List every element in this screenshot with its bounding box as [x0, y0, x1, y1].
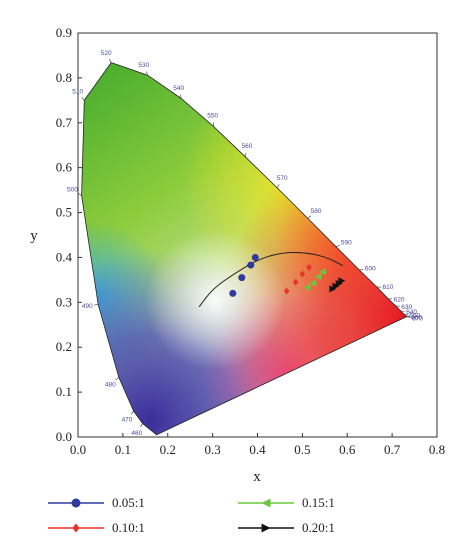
wavelength-tick — [245, 152, 247, 157]
legend-marker-circle — [71, 498, 81, 508]
data-point-diamond — [283, 287, 290, 295]
x-axis-ticks: 0.0 0.1 0.2 0.3 0.4 0.5 0.6 0.7 0.8 — [70, 433, 445, 457]
x-tick-label: 0.2 — [160, 442, 176, 457]
wavelength-label: 610 — [382, 284, 393, 291]
wavelength-tick — [109, 58, 112, 63]
wavelength-label: 570 — [277, 175, 288, 182]
wavelength-tick — [359, 269, 364, 271]
wavelength-tick — [400, 310, 405, 312]
wavelength-tick — [145, 71, 148, 76]
x-tick-label: 0.0 — [70, 442, 86, 457]
wavelength-tick — [405, 315, 410, 317]
y-axis-title: y — [30, 228, 38, 244]
wavelength-label: 670 — [412, 315, 423, 322]
wavelength-label: 460 — [131, 430, 142, 437]
wavelength-tick — [140, 423, 143, 428]
wavelength-tick — [81, 96, 85, 101]
y-tick-label: 0.0 — [56, 429, 72, 444]
x-tick-label: 0.7 — [384, 442, 401, 457]
data-point-circle — [238, 274, 246, 282]
wavelength-label: 620 — [394, 296, 405, 303]
y-tick-label: 0.5 — [56, 205, 72, 220]
wavelength-label: 560 — [242, 143, 253, 150]
x-tick-label: 0.6 — [339, 442, 356, 457]
data-point-triangle-left — [309, 279, 317, 287]
spectral-locus-outline — [81, 62, 408, 436]
wavelength-label: 600 — [365, 266, 376, 273]
legend-label: 0.05:1 — [112, 495, 145, 510]
data-point-diamond — [306, 263, 312, 271]
wavelength-label: 500 — [67, 187, 78, 194]
y-tick-label: 0.9 — [56, 25, 72, 40]
y-tick-label: 0.1 — [56, 384, 72, 399]
data-point-triangle-left — [319, 268, 327, 276]
x-tick-label: 0.1 — [115, 442, 131, 457]
data-point-circle — [247, 261, 255, 269]
x-axis-title: x — [253, 469, 261, 485]
wavelength-tick — [276, 184, 280, 189]
data-point-triangle-left — [303, 284, 311, 292]
y-tick-label: 0.6 — [56, 160, 73, 175]
y-tick-label: 0.2 — [56, 339, 72, 354]
data-point-circle — [251, 253, 259, 261]
legend-label: 0.20:1 — [302, 520, 335, 535]
wavelength-label: 490 — [82, 303, 93, 310]
wavelength-label: 510 — [72, 89, 83, 96]
y-tick-label: 0.3 — [56, 294, 72, 309]
data-point-triangle-left — [314, 273, 322, 281]
data-points — [229, 253, 346, 297]
legend: 0.05:1 0.10:1 0.15:1 0.20:1 — [48, 495, 335, 535]
wavelength-labels: 460 470 480 490 500 510 520 530 540 550 560 570 580 5… — [67, 50, 423, 437]
x-tick-label: 0.8 — [429, 442, 445, 457]
data-point-diamond — [292, 278, 299, 286]
wavelength-label: 640 — [406, 309, 417, 316]
x-tick-label: 0.4 — [249, 442, 266, 457]
data-point-triangle-right — [338, 277, 346, 285]
wavelength-label: 630 — [401, 304, 412, 311]
wavelength-tick — [307, 215, 311, 219]
wavelength-tick — [335, 244, 340, 247]
wavelength-tick — [78, 193, 82, 196]
x-tick-label: 0.5 — [294, 442, 310, 457]
legend-label: 0.15:1 — [302, 495, 335, 510]
y-axis-ticks: 0.0 0.1 0.2 0.3 0.4 0.5 0.6 0.7 0.8 0.9 — [56, 25, 82, 444]
wavelength-label: 650 — [409, 313, 420, 320]
wavelength-tick — [406, 316, 411, 318]
y-tick-label: 0.8 — [56, 70, 72, 85]
x-tick-label: 0.3 — [205, 442, 221, 457]
y-tick-label: 0.4 — [56, 249, 73, 264]
wavelength-tick — [130, 410, 134, 415]
wavelength-label: 520 — [101, 50, 112, 57]
wavelength-tick — [115, 377, 120, 381]
wavelength-tick — [403, 313, 408, 315]
legend-marker-triangle-right — [261, 523, 271, 533]
wavelength-label: 540 — [173, 85, 184, 92]
data-point-diamond — [299, 270, 306, 278]
legend-marker-diamond — [72, 523, 80, 533]
planckian-locus-curve — [198, 251, 343, 308]
wavelength-label: 530 — [138, 62, 149, 69]
wavelength-label: 480 — [105, 381, 116, 388]
wavelength-label: 550 — [207, 112, 218, 119]
legend-marker-triangle-left — [261, 498, 271, 508]
wavelength-tick — [180, 94, 182, 99]
wavelength-label: 470 — [122, 417, 133, 424]
wavelength-label: 590 — [341, 240, 352, 247]
wavelength-label: 580 — [311, 208, 322, 215]
legend-label: 0.10:1 — [112, 520, 145, 535]
data-point-circle — [229, 289, 237, 297]
y-tick-label: 0.7 — [56, 115, 73, 130]
wavelength-label: 660 — [411, 314, 422, 321]
